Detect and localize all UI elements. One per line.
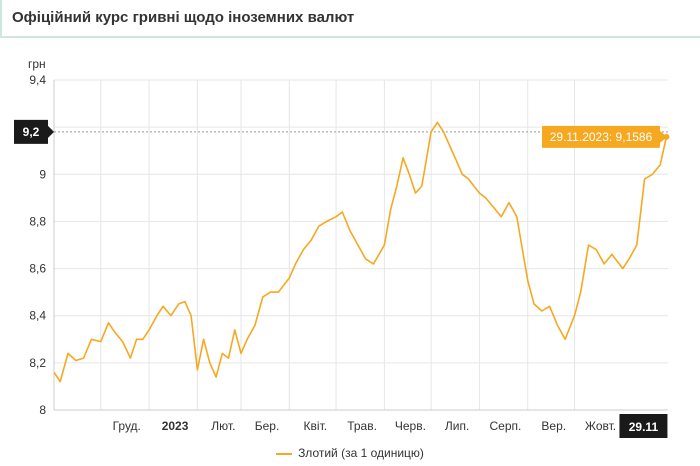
x-tick-label: Квіт. <box>304 419 328 433</box>
x-tick-label: Лют. <box>211 419 235 433</box>
x-tick-label: Черв. <box>395 419 426 433</box>
page-header: Офіційний курс гривні щодо іноземних вал… <box>0 0 700 38</box>
x-tick-label: Груд. <box>113 419 141 433</box>
x-tick-label: Бер. <box>255 419 280 433</box>
x-tick-label: Лип. <box>445 419 469 433</box>
y-tick-label: 8,4 <box>29 309 46 323</box>
annotation-arrow <box>660 130 667 143</box>
y-tick-label: 9 <box>39 167 46 181</box>
x-tick-label: Серп. <box>490 419 522 433</box>
y-tick-label: 9,4 <box>29 73 46 87</box>
crosshair-y-label-box <box>14 119 48 144</box>
crosshair-x-label: 29.11 <box>629 420 659 434</box>
annotation-box <box>542 125 660 148</box>
series-line <box>53 121 668 383</box>
annotation-label: 29.11.2023: 9,1586 <box>550 130 653 144</box>
x-tick-label: 2023 <box>162 419 189 433</box>
x-tick-label: Жовт. <box>585 419 616 433</box>
legend-label: Злотий (за 1 одиницю) <box>298 446 424 460</box>
y-axis-label: грн <box>28 57 46 71</box>
page-title: Офіційний курс гривні щодо іноземних вал… <box>12 9 355 26</box>
x-tick-label: Вер. <box>541 419 566 433</box>
crosshair-x-label-box <box>619 414 668 438</box>
y-tick-label: 8,6 <box>29 262 46 276</box>
crosshair-y-label: 9,2 <box>23 125 40 139</box>
y-tick-label: 8,2 <box>29 356 46 370</box>
legend-swatch <box>276 452 293 455</box>
x-tick-label: Трав. <box>347 419 377 433</box>
y-tick-label: 8 <box>39 403 46 417</box>
header-accent <box>0 0 2 38</box>
crosshair-y-label-arrow <box>48 125 54 138</box>
y-tick-label: 8,8 <box>29 214 46 228</box>
chart-legend[interactable]: Злотий (за 1 одиницю) <box>0 446 700 460</box>
